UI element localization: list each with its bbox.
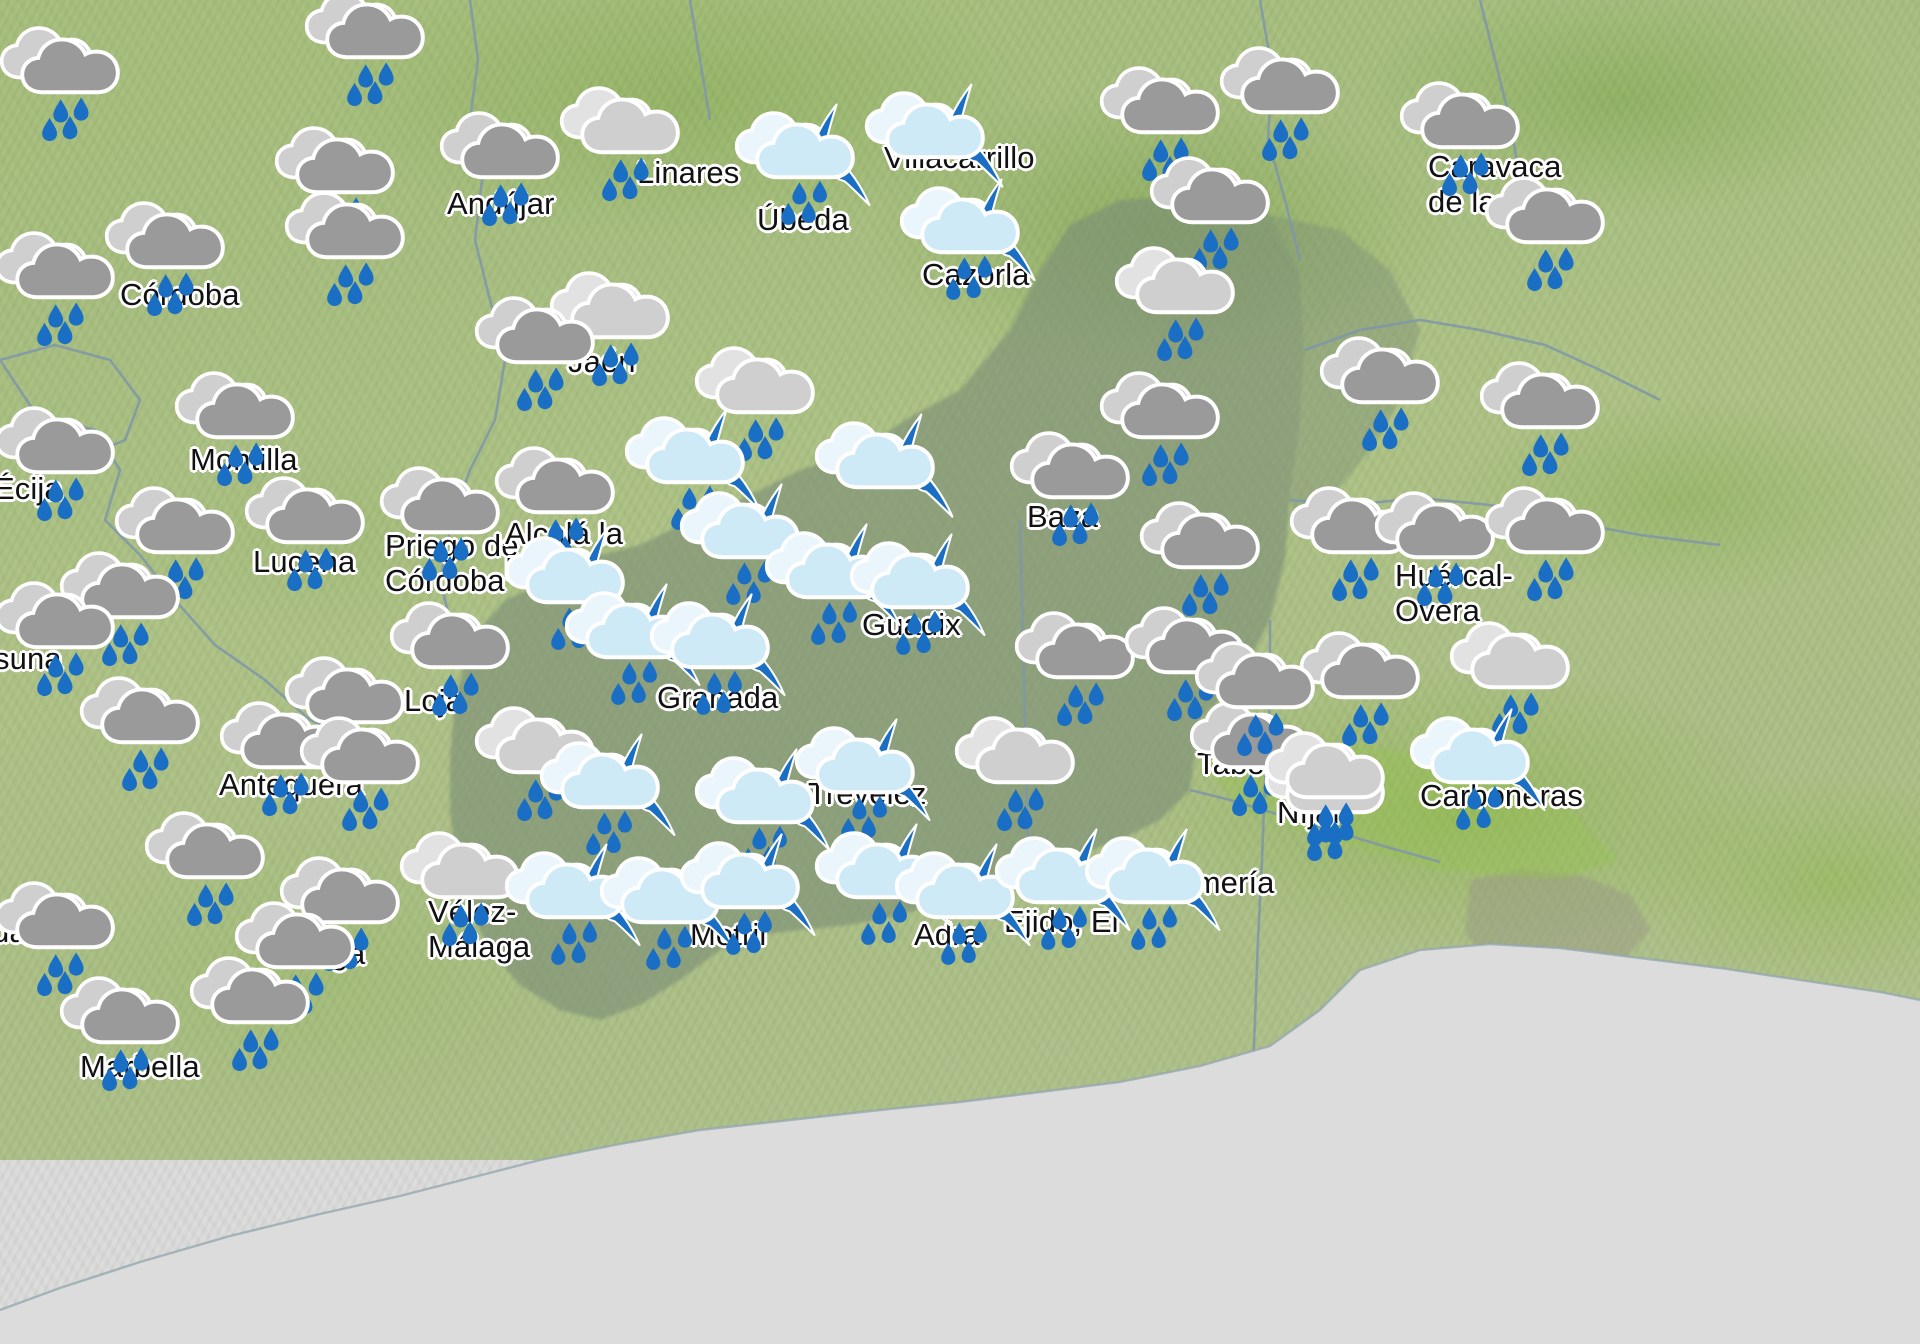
cloud-rain-icon [244, 475, 380, 592]
cloud-light-rain-icon [954, 715, 1090, 832]
cloud-thunderstorm-icon [864, 83, 1004, 194]
cloud-rain-icon [0, 580, 130, 697]
cloud-thunderstorm-rain-icon [564, 583, 701, 705]
cloud-rain-icon [144, 810, 280, 927]
cloud-rain-icon [389, 600, 525, 717]
cloud-thunderstorm-rain-icon [1084, 828, 1221, 950]
cloud-rain-icon [234, 900, 370, 1017]
cloud-thunderstorm-rain-icon [694, 748, 831, 870]
cloud-thunderstorm-rain-icon [894, 843, 1031, 965]
cloud-rain-icon [284, 655, 420, 772]
cloud-rain-icon [439, 110, 575, 227]
cloud-light-rain-icon [1264, 730, 1400, 847]
cloud-rain-icon [494, 445, 630, 562]
cloud-rain-icon [1374, 490, 1510, 607]
cloud-light-rain-icon [474, 705, 610, 822]
cloud-rain-icon [379, 465, 515, 582]
cloud-rain-icon [189, 955, 325, 1072]
cloud-rain-icon [1099, 65, 1235, 182]
cloud-thunderstorm-rain-icon [649, 593, 786, 715]
cloud-light-rain-icon [549, 270, 685, 387]
cloud-thunderstorm-icon [814, 413, 954, 524]
cloud-rain-icon [1139, 500, 1275, 617]
cloud-rain-icon [284, 190, 420, 307]
cloud-rain-icon [304, 0, 440, 107]
cloud-rain-icon [1194, 640, 1330, 757]
cloud-rain-icon [1014, 610, 1150, 727]
cloud-rain-icon [1319, 335, 1455, 452]
cloud-rain-icon [1299, 630, 1435, 747]
cloud-rain-icon [1149, 155, 1285, 272]
cloud-thunderstorm-rain-icon [1409, 708, 1546, 830]
cloud-rain-icon [1484, 175, 1620, 292]
cloud-rain-icon [0, 405, 130, 522]
cloud-light-rain-icon [399, 830, 535, 947]
cloud-rain-icon [1099, 370, 1235, 487]
cloud-rain-icon [79, 675, 215, 792]
cloud-rain-icon [104, 200, 240, 317]
cloud-thunderstorm-rain-icon [849, 533, 986, 655]
cloud-rain-icon [1399, 80, 1535, 197]
cloud-rain-icon [0, 230, 130, 347]
cloud-light-rain-icon [694, 345, 830, 462]
cloud-light-rain-icon [559, 85, 695, 202]
cloud-rain-icon [1009, 430, 1145, 547]
cloud-thunderstorm-rain-icon [679, 483, 816, 605]
cloud-rain-icon [1124, 605, 1260, 722]
cloud-thunderstorm-rain-icon [899, 178, 1036, 300]
cloud-thunderstorm-rain-icon [794, 718, 931, 840]
city-label-linares: Linares [637, 155, 740, 190]
cloud-rain-icon [299, 715, 435, 832]
cloud-rain-icon [59, 550, 195, 667]
cloud-thunderstorm-rain-icon [679, 833, 816, 955]
cloud-rain-icon [1484, 485, 1620, 602]
cloud-rain-icon [474, 295, 610, 412]
cloud-rain-icon [1219, 45, 1355, 162]
cloud-rain-icon [0, 880, 130, 997]
cloud-rain-icon [1479, 360, 1615, 477]
cloud-thunderstorm-rain-icon [539, 733, 676, 855]
cloud-light-rain-icon [1449, 620, 1585, 737]
cloud-rain-icon [0, 25, 135, 142]
cloud-rain-icon [174, 370, 310, 487]
city-label-hu-rcal-overa: Huércal- Overa [1395, 558, 1513, 628]
cloud-light-rain-icon [1114, 245, 1250, 362]
cloud-thunderstorm-rain-icon [734, 103, 871, 225]
cloud-rain-icon [59, 975, 195, 1092]
